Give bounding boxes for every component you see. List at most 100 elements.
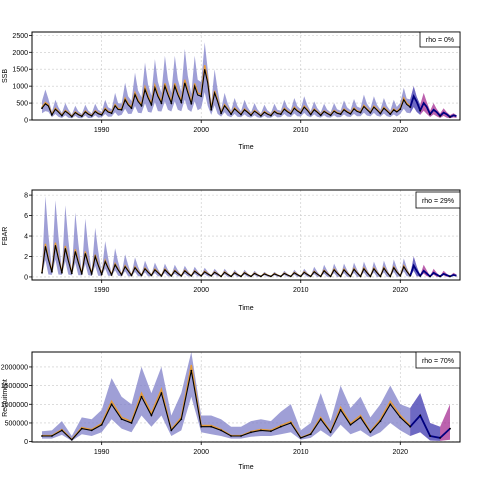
ssb-data-point [220,112,223,115]
ssb-data-point [200,95,203,98]
ssb-data-point [120,108,123,111]
recruitment-data-point [230,435,233,437]
fbar-data-point [41,271,43,274]
fbar-x-tick-label: 1990 [94,287,110,294]
fbar-data-point [409,275,412,277]
fbar-y-tick-label: 2 [24,254,28,261]
fbar-data-point [110,274,113,276]
recruitment-data-point [369,431,372,434]
panel-fbar: 1990 2000 2010 2020 0 2 4 6 8 Time FBAR rho = 29… [2,189,461,312]
fbar-data-point [130,274,133,277]
fbar-data-point [309,275,312,278]
fbar-data-point [150,274,153,277]
ssb-data-point [90,115,93,117]
ssb-data-point [349,113,352,115]
recruitment-estimate-line [42,364,411,441]
fbar-legend-text: rho = 29% [422,198,454,205]
ssb-y-tick-label: 2000 [12,50,28,57]
fbar-data-point [449,275,451,278]
recruitment-data-point [399,416,402,419]
recruitment-x-tick-label: 2000 [193,449,209,456]
ssb-y-tick-label: 2500 [12,33,28,40]
ssb-data-point [379,112,382,115]
recruitment-data-point [170,429,173,432]
recruitment-data-point [449,427,451,430]
recruitment-data-point [240,435,242,437]
recruitment-data-point [80,427,83,430]
fbar-data-point [51,270,53,273]
recruitment-y-tick-label: 2000000 [1,364,28,371]
ssb-data-point [130,107,133,110]
fbar-series [41,242,457,278]
recruitment-x-axis-title: Time [238,464,253,471]
ssb-data-point [299,112,302,115]
fbar-y-tick-label: 8 [24,193,28,200]
recruitment-data-point [289,422,292,424]
fbar-data-point [369,275,372,278]
recruitment-data-point [429,435,431,437]
fbar-data-point [349,275,352,278]
ssb-data-point [449,116,451,118]
fbar-data-point [339,275,342,278]
ssb-y-tick-label: 1000 [12,84,28,91]
recruitment-data-point [140,395,143,398]
recruitment-uncertainty-band [42,352,450,441]
ssb-data-point [329,114,332,117]
fbar-data-point [80,273,83,275]
fbar-data-point [180,275,183,277]
ssb-data-point [41,107,43,110]
ssb-y-tick-label: 500 [16,101,28,108]
recruitment-data-point [260,429,262,432]
recruitment-data-point [379,420,382,422]
fbar-data-point [419,275,422,277]
ssb-data-point [389,113,392,116]
recruitment-data-point [299,437,302,439]
recruitment-data-point [100,423,103,426]
recruitment-data-point [389,403,392,406]
ssb-y-tick-label: 1500 [12,67,28,74]
ssb-data-point [61,114,63,117]
fbar-data-point [399,275,402,277]
recruitment-data-point [339,409,342,411]
recruitment-data-point [130,422,133,424]
recruitment-historic-band [42,352,411,441]
fbar-data-point [270,275,272,278]
ssb-data-point [150,103,153,106]
ssb-data-point [110,112,113,115]
recruitment-data-point [309,433,312,436]
ssb-y-axis-title: SSB [2,69,9,83]
ssb-data-point [70,115,73,118]
fbar-data-point [170,275,173,277]
fbar-data-point [299,275,302,278]
ssb-data-point [160,102,163,104]
ssb-data-point [270,114,272,117]
ssb-median-line [41,69,411,118]
recruitment-x-tick-label: 2020 [392,449,408,456]
ssb-x-tick-label: 2000 [193,127,209,134]
recruitment-data-point [329,431,332,434]
recruitment-data-point [250,431,252,434]
recruitment-data-point [41,435,43,437]
fbar-data-point [389,275,392,278]
ssb-y-tick-label: 0 [24,118,28,125]
recruitment-data-point [220,429,223,432]
ssb-data-point [260,115,262,117]
fbar-data-point [160,275,163,277]
ssb-data-point [180,101,183,104]
ssb-data-point [319,114,322,117]
recruitment-y-tick-label: 0 [24,439,28,446]
fbar-x-tick-label: 2010 [293,287,309,294]
recruitment-series [41,364,451,441]
recruitment-forecast-transition-band [410,393,441,441]
recruitment-y-tick-label: 1000000 [1,402,28,409]
recruitment-data-point [279,425,282,428]
ssb-forecast-line [409,94,457,119]
fbar-data-point [140,274,143,277]
fbar-data-point [210,275,213,277]
ssb-data-point [210,108,213,111]
ssb-ticks: 1990 2000 2010 2020 0 500 1000 1500 2000 2500 [12,33,408,134]
ssb-data-point [80,115,83,118]
recruitment-data-point [160,392,163,394]
fbar-data-point [379,275,382,278]
ssb-data-point [429,113,431,116]
